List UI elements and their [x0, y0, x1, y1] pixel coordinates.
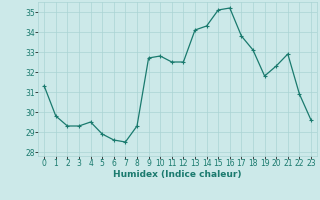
X-axis label: Humidex (Indice chaleur): Humidex (Indice chaleur): [113, 170, 242, 179]
